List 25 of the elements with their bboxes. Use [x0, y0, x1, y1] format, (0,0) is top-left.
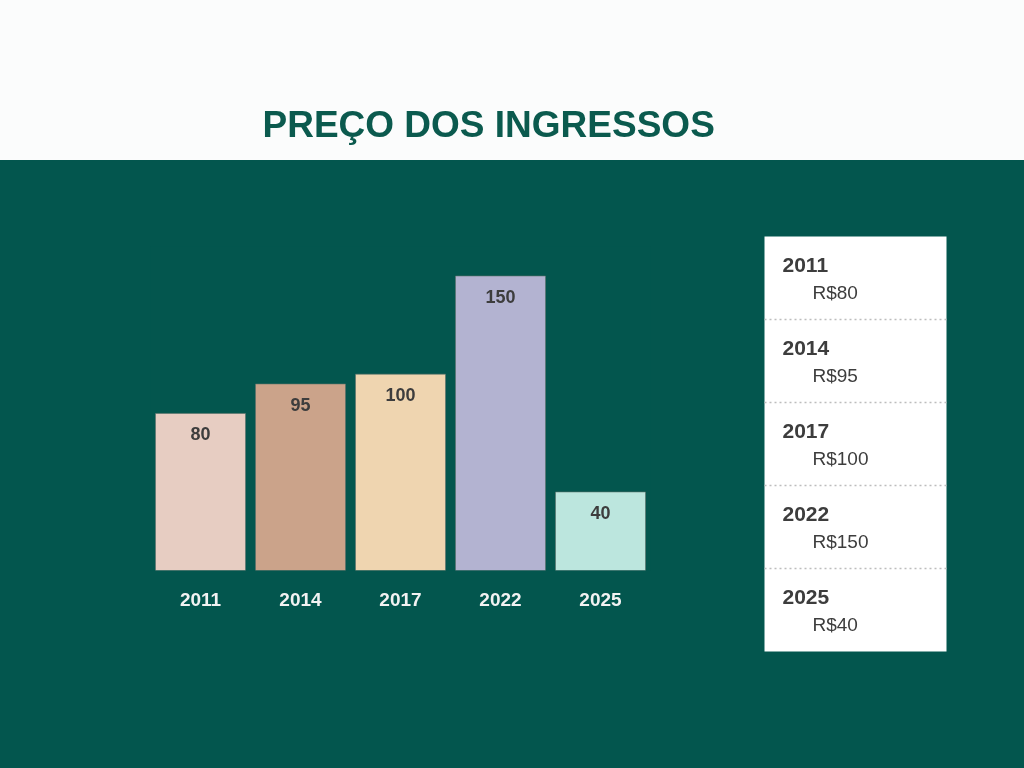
bar [155, 413, 246, 571]
text: R$80 [812, 282, 858, 303]
bar [355, 373, 446, 571]
data-label: 80 [190, 424, 211, 445]
x-tick-label: 2025 [579, 588, 623, 610]
text: R$95 [812, 365, 858, 386]
chart-title: PREÇO DOS INGRESSOS [262, 104, 715, 145]
x-tick-label: 2022 [479, 588, 522, 610]
data-label: 100 [385, 385, 416, 406]
text: 2017 [782, 418, 830, 442]
x-tick-label: 2017 [379, 588, 422, 610]
bar [455, 275, 546, 571]
text: R$100 [812, 448, 869, 469]
text: 2011 [782, 252, 829, 276]
x-tick-label: 2011 [179, 588, 222, 610]
text: 2022 [782, 501, 830, 525]
text: R$150 [812, 531, 869, 552]
data-label: 150 [485, 286, 516, 307]
text: R$40 [812, 614, 858, 635]
data-label: 95 [290, 394, 311, 415]
x-tick-label: 2014 [279, 588, 323, 610]
bar [255, 383, 346, 571]
bar [555, 491, 646, 571]
data-label: 40 [590, 502, 611, 523]
text: 2014 [782, 335, 830, 359]
